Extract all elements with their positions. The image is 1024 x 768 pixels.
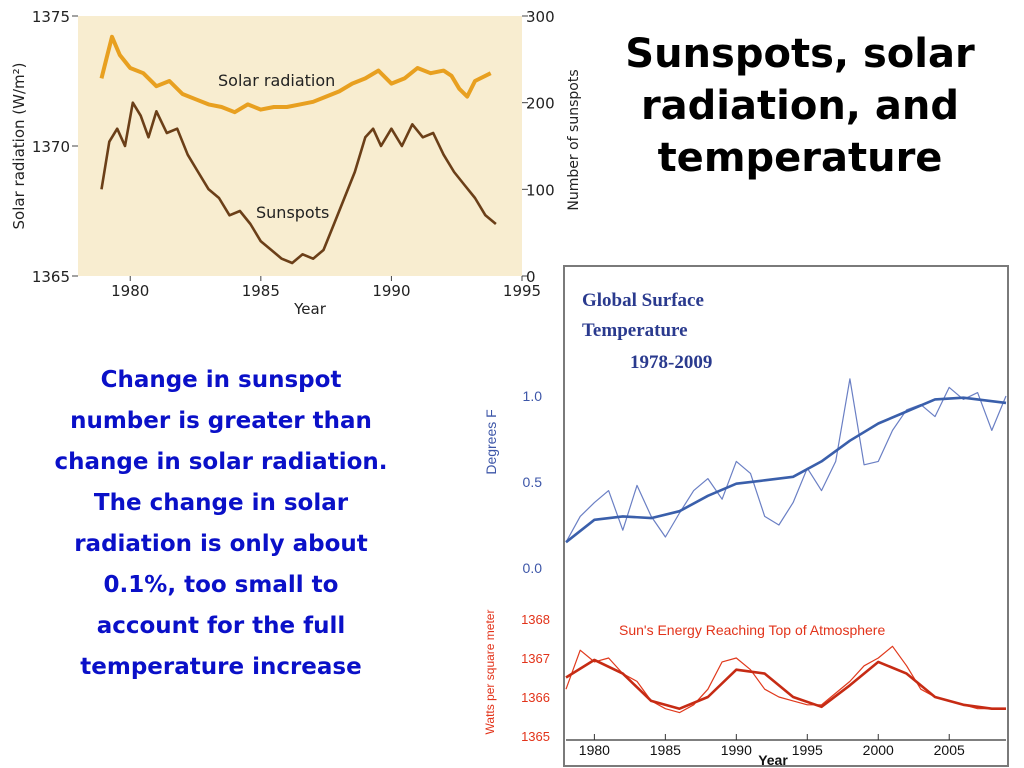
figure-frame — [563, 265, 1009, 767]
x-tick-label: 1985 — [242, 282, 280, 300]
temperature-smoothed-line — [565, 396, 1007, 544]
slide-title: Sunspots, solar radiation, and temperatu… — [625, 31, 975, 181]
y-tick-label: 1.0 — [523, 388, 543, 404]
y-tick-label: 1375 — [32, 8, 70, 26]
sunspots-line — [100, 101, 497, 265]
y2-axis-title: Watts per square meter — [483, 610, 497, 735]
x-tick-label: 2005 — [934, 742, 965, 758]
x-tick-label: 1995 — [792, 742, 823, 758]
y2-tick-label: 200 — [526, 95, 555, 113]
y2-tick-label: 0 — [526, 268, 536, 286]
y2-tick-label: 100 — [526, 181, 555, 199]
chart-title-line: Global Surface — [582, 290, 704, 311]
solar-radiation-label: Solar radiation — [218, 71, 335, 90]
x-axis-title: Year — [758, 752, 788, 768]
y-axis-title: Degrees F — [483, 409, 499, 474]
solar-radiation-line — [99, 34, 492, 115]
y2-tick-label: 300 — [526, 8, 555, 26]
x-tick-label: 1995 — [503, 282, 541, 300]
x-tick-label: 1980 — [579, 742, 610, 758]
plot-area — [78, 16, 522, 276]
x-tick-label: 2000 — [863, 742, 894, 758]
solar-energy-line — [565, 645, 1006, 714]
y-tick-label: 1365 — [32, 268, 70, 286]
x-tick-label: 1990 — [721, 742, 752, 758]
solar-energy-smoothed-line — [565, 658, 1006, 710]
sunspots-label: Sunspots — [256, 203, 329, 222]
temperature-monthly-line — [565, 378, 1007, 543]
y-tick-label: 0.5 — [523, 474, 543, 490]
note-text: Change in sunspot number is greater than… — [54, 367, 388, 680]
chart-title-line: 1978-2009 — [630, 352, 712, 373]
y-tick-label: 1370 — [32, 138, 70, 156]
y-axis-title: Solar radiation (W/m²) — [10, 63, 28, 230]
x-tick-label: 1980 — [111, 282, 149, 300]
y2-tick-label: 1368 — [521, 612, 550, 627]
y-tick-label: 0.0 — [523, 560, 543, 576]
y2-tick-label: 1365 — [521, 729, 550, 744]
x-axis-title: Year — [293, 300, 327, 318]
solar-energy-label: Sun's Energy Reaching Top of Atmosphere — [619, 622, 885, 638]
solar-sunspot-chart: 1375 1370 1365 300 200 100 0 1980 1985 1990 1995 Ye… — [10, 8, 582, 318]
y2-tick-label: 1367 — [521, 651, 550, 666]
y2-axis-title: Number of sunspots — [566, 69, 582, 210]
chart-title-line: Temperature — [582, 320, 688, 341]
temperature-chart: 1.0 0.5 0.0 1368 1367 1366 1365 1980 1985 1990 199… — [483, 265, 1009, 768]
x-tick-label: 1985 — [650, 742, 681, 758]
x-tick-label: 1990 — [372, 282, 410, 300]
y2-tick-label: 1366 — [521, 690, 550, 705]
